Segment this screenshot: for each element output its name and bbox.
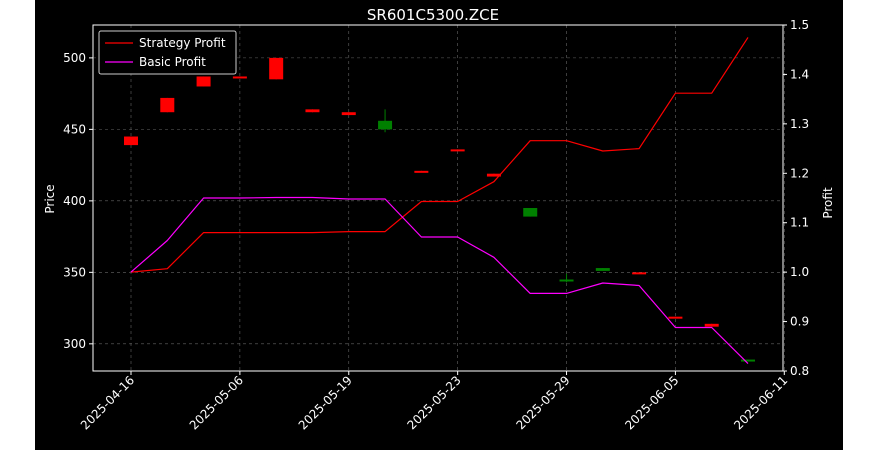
candle-body xyxy=(196,76,211,87)
candle xyxy=(378,109,393,133)
candle xyxy=(414,170,429,173)
y-right-tick-label: 1.4 xyxy=(790,67,809,81)
candle-body xyxy=(632,272,647,275)
candle-body xyxy=(124,136,138,146)
candle-body xyxy=(414,170,429,173)
x-axis: 2025-04-16 2025-05-06 2025-05-19 2025-05-23… xyxy=(78,371,790,432)
y-axis-left-label: Price xyxy=(43,184,57,213)
y-right-tick-label: 1.5 xyxy=(790,18,809,32)
candle-body xyxy=(704,323,719,327)
y-left-tick-label: 500 xyxy=(63,51,86,65)
legend: Strategy Profit Basic Profit xyxy=(98,30,237,75)
x-tick-label: 2025-05-06 xyxy=(187,373,246,432)
left-axis: 300 350 400 450 500 xyxy=(63,51,93,351)
chart-svg: SR601C5300.ZCE 300 350 400 450 500 0.8 0.9 1.0… xyxy=(43,6,835,432)
x-tick-label: 2025-05-19 xyxy=(296,373,355,432)
candle xyxy=(741,359,755,362)
candle-body xyxy=(486,173,501,177)
candle xyxy=(341,112,356,116)
candle-body xyxy=(668,316,683,319)
candle xyxy=(196,76,211,87)
y-right-tick-label: 1.1 xyxy=(790,216,809,230)
candle-body xyxy=(559,279,574,282)
strategy-profit-line xyxy=(130,37,749,273)
plot-frame xyxy=(92,24,784,372)
candle-body xyxy=(523,208,538,217)
y-axis-right-label: Profit xyxy=(821,187,835,219)
candle-body xyxy=(741,359,755,362)
candle xyxy=(160,97,175,113)
legend-box xyxy=(98,30,237,75)
candle-body xyxy=(305,109,320,113)
right-axis: 0.8 0.9 1.0 1.1 1.2 1.3 1.4 1.5 xyxy=(783,18,809,378)
candle xyxy=(232,76,247,79)
candle-body xyxy=(378,120,393,130)
y-right-tick-label: 1.3 xyxy=(790,117,809,131)
candle xyxy=(450,149,465,152)
candle xyxy=(523,208,538,217)
y-left-tick-label: 350 xyxy=(63,265,86,279)
y-right-tick-label: 1.0 xyxy=(790,265,809,279)
candle xyxy=(632,272,647,275)
candlesticks xyxy=(124,57,755,362)
x-tick-label: 2025-06-11 xyxy=(731,373,790,432)
candle-body xyxy=(341,112,356,116)
y-left-tick-label: 450 xyxy=(63,122,86,136)
x-tick-label: 2025-04-16 xyxy=(78,373,137,432)
y-left-tick-label: 300 xyxy=(63,337,86,351)
x-tick-label: 2025-05-29 xyxy=(513,373,572,432)
basic-profit-line xyxy=(130,196,749,365)
candle-body xyxy=(595,268,610,271)
candle xyxy=(486,173,501,177)
candle xyxy=(305,109,320,113)
candle-body xyxy=(269,57,284,80)
candle xyxy=(269,57,284,80)
y-right-tick-label: 0.8 xyxy=(790,364,809,378)
grid-lines xyxy=(93,25,785,371)
candle-body xyxy=(160,97,175,113)
candle xyxy=(595,268,610,271)
candle xyxy=(559,273,574,283)
y-left-tick-label: 400 xyxy=(63,194,86,208)
chart-title: SR601C5300.ZCE xyxy=(367,6,499,24)
x-tick-label: 2025-05-23 xyxy=(405,373,464,432)
y-right-tick-label: 0.9 xyxy=(790,315,809,329)
y-right-tick-label: 1.2 xyxy=(790,166,809,180)
candle-body xyxy=(450,149,465,152)
candle xyxy=(704,323,719,327)
legend-label-basic-profit: Basic Profit xyxy=(139,55,206,69)
candle-body xyxy=(232,76,247,79)
candle xyxy=(124,136,138,146)
chart-figure: SR601C5300.ZCE 300 350 400 450 500 0.8 0.9 1.0… xyxy=(35,0,843,450)
x-tick-label: 2025-06-05 xyxy=(622,373,681,432)
candle xyxy=(668,316,683,319)
profit-lines xyxy=(130,37,749,365)
legend-label-strategy-profit: Strategy Profit xyxy=(139,36,226,50)
